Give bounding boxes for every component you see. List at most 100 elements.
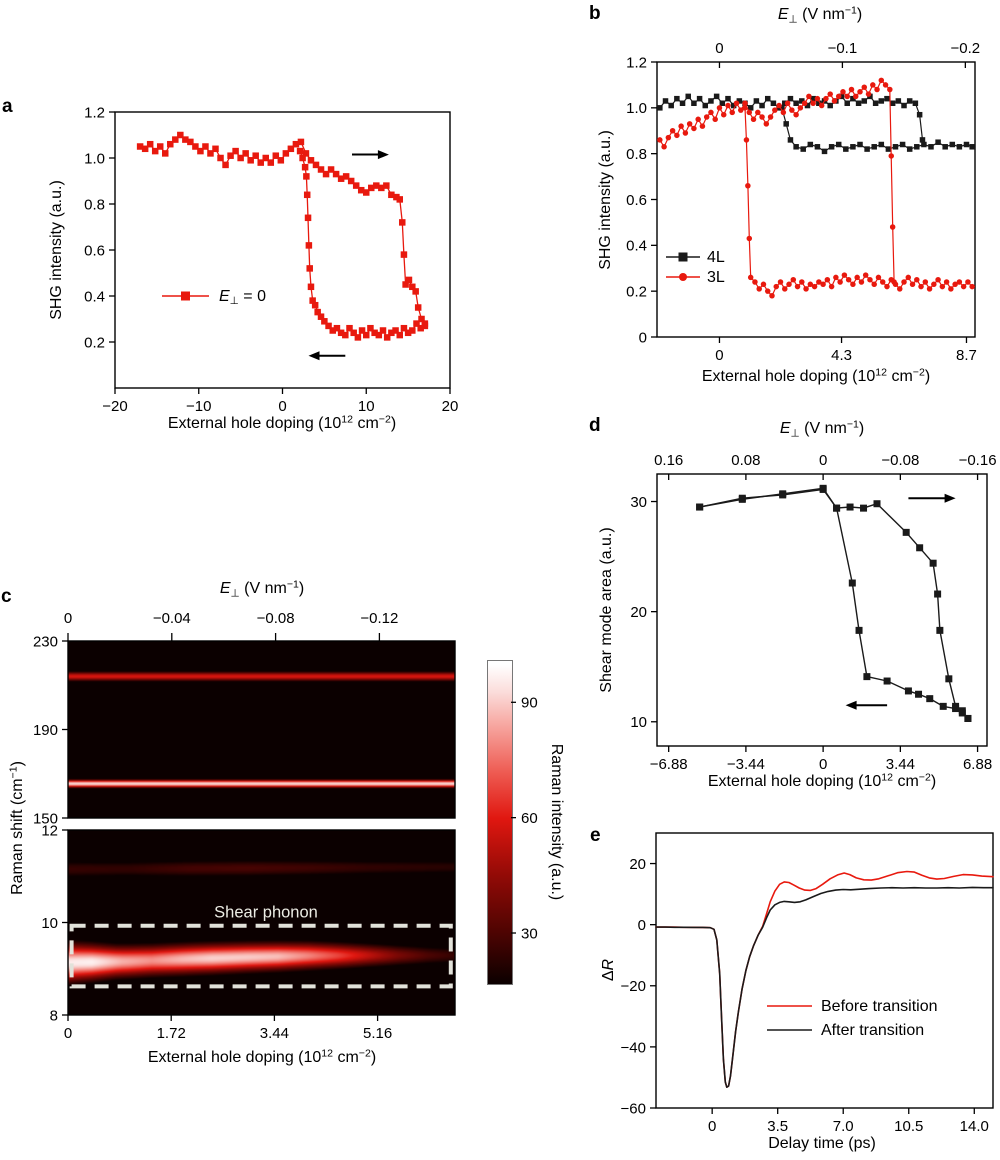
marker (952, 705, 960, 713)
direction-arrow-head (377, 150, 389, 160)
panel-e-legend-before: Before transition (821, 998, 938, 1015)
marker (969, 283, 975, 290)
marker (299, 154, 306, 162)
top-tick-label: −0.12 (360, 610, 398, 627)
marker (752, 279, 758, 285)
marker (906, 146, 913, 152)
top-tick-label: 0 (64, 610, 72, 627)
marker (885, 146, 892, 152)
y-tick-label: 12 (41, 822, 58, 839)
marker (713, 93, 720, 100)
marker (703, 114, 710, 120)
panel-e-legend-after: After transition (821, 1022, 925, 1039)
marker (803, 286, 809, 292)
marker (819, 485, 827, 493)
colorbar-tick-label: 30 (521, 925, 538, 942)
marker (759, 102, 765, 109)
y-tick-label: 10 (630, 714, 647, 731)
marker (685, 93, 691, 100)
y-tick-label: 0 (639, 329, 647, 346)
marker (794, 283, 801, 290)
marker (378, 184, 385, 192)
marker (960, 283, 967, 290)
marker (172, 136, 179, 143)
marker (202, 143, 209, 150)
marker (916, 544, 924, 552)
marker (282, 150, 290, 157)
marker (897, 286, 903, 292)
marker (682, 130, 689, 136)
marker (841, 272, 848, 278)
marker (297, 138, 305, 146)
series-b-1-line (659, 79, 895, 283)
marker (870, 82, 876, 88)
marker (742, 100, 748, 106)
marker (212, 145, 219, 153)
marker (850, 95, 856, 102)
shear-phonon-annotation: Shear phonon (214, 903, 318, 922)
marker (806, 93, 812, 100)
marker (763, 121, 770, 127)
top-tick-label: 0 (715, 40, 723, 57)
y-tick-label: 1.2 (626, 54, 647, 71)
marker (814, 144, 821, 150)
marker (262, 154, 269, 162)
marker (388, 191, 395, 199)
panel-c-top-title: E⊥ (V nm−1) (219, 578, 305, 600)
colorbar (487, 660, 513, 985)
marker (965, 279, 971, 285)
marker (222, 161, 229, 169)
marker (662, 98, 669, 104)
marker (409, 283, 416, 291)
marker (833, 274, 839, 281)
colorbar-tick-label: 90 (521, 695, 538, 712)
panel-e-frame (655, 832, 994, 1109)
marker (146, 140, 154, 148)
marker (346, 324, 353, 332)
marker (151, 147, 159, 155)
x-tick-label: 3.5 (767, 1118, 788, 1135)
marker (272, 152, 280, 159)
marker (888, 276, 894, 283)
marker (303, 173, 310, 180)
marker (342, 173, 350, 180)
y-tick-label: 20 (629, 856, 646, 873)
panel-b-legend-3l: 3L (707, 269, 725, 286)
x-tick-label: 7.0 (833, 1118, 854, 1135)
marker (669, 128, 676, 134)
marker (901, 102, 907, 109)
panel-c-xlabel: External hole doping (1012 cm−2) (147, 1047, 377, 1067)
marker (828, 283, 835, 290)
marker (379, 327, 387, 334)
marker (787, 95, 794, 102)
marker (872, 100, 879, 106)
direction-arrow-head (308, 351, 320, 361)
marker (835, 93, 842, 100)
marker (824, 276, 831, 283)
marker (793, 144, 799, 150)
marker (321, 318, 328, 325)
marker (337, 175, 345, 182)
marker (945, 675, 953, 683)
marker (861, 98, 868, 104)
top-tick-label: −0.1 (828, 40, 858, 57)
series-d-0-line (699, 488, 969, 720)
marker (858, 279, 865, 285)
marker (719, 100, 726, 106)
marker (934, 590, 942, 598)
marker (413, 320, 420, 327)
marker (875, 274, 882, 281)
direction-arrow-head (845, 700, 857, 710)
marker (383, 182, 390, 189)
heatmap-upper-canvas (68, 641, 455, 818)
marker (862, 272, 869, 278)
y-tick-label: −40 (621, 1039, 646, 1056)
x-tick-label: −20 (102, 398, 127, 415)
marker (311, 301, 319, 309)
marker (162, 150, 169, 157)
marker (833, 504, 841, 512)
marker (396, 331, 403, 339)
marker (337, 329, 345, 337)
marker (810, 95, 816, 102)
marker (729, 109, 735, 116)
